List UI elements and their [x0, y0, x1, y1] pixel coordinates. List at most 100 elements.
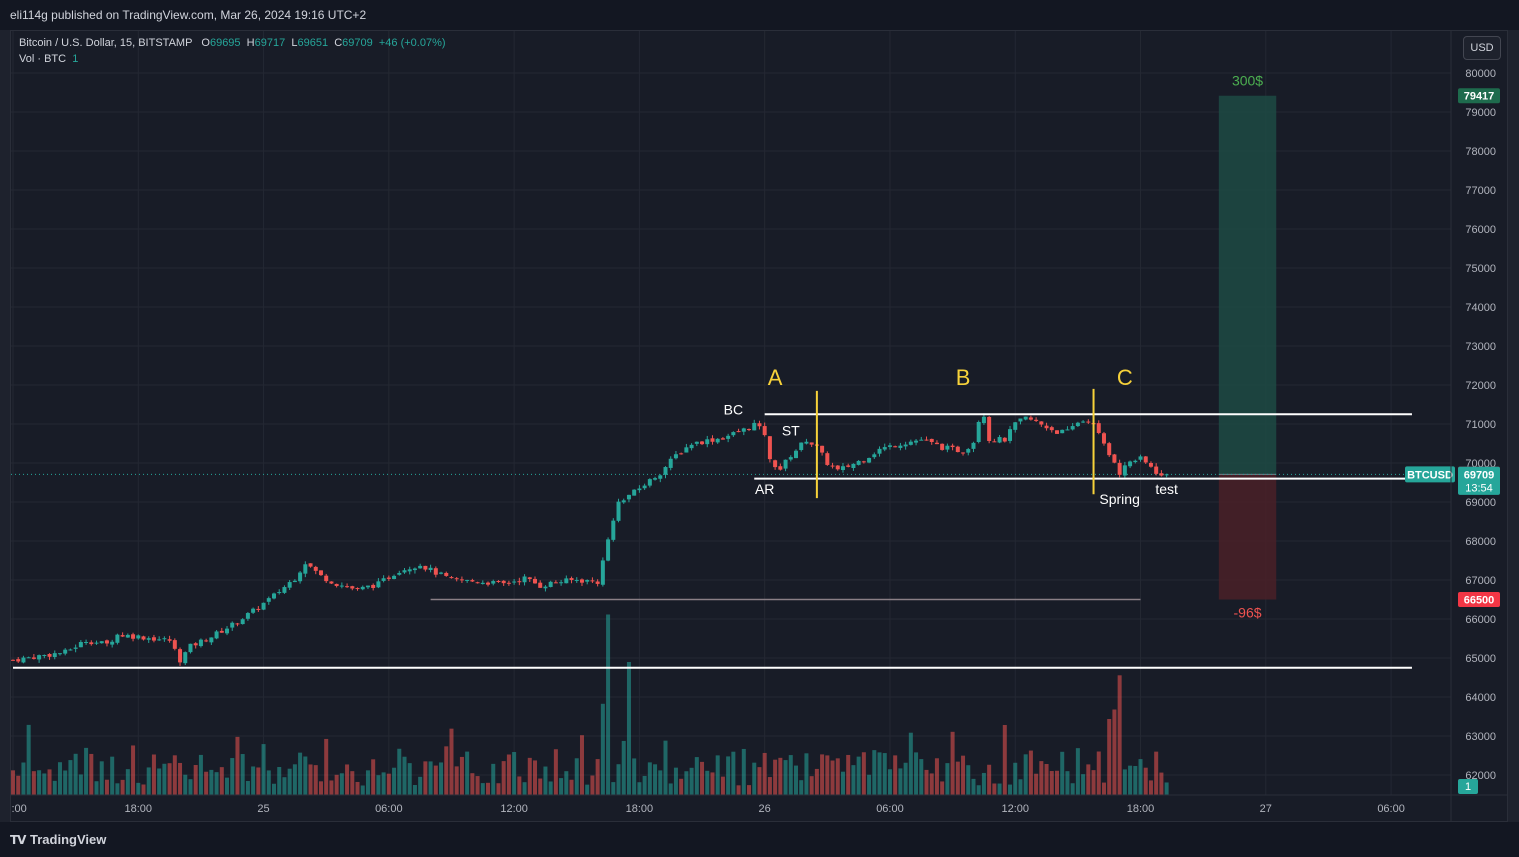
- candle-body[interactable]: [1101, 433, 1106, 444]
- candle-body[interactable]: [125, 634, 130, 638]
- candle-body[interactable]: [68, 649, 73, 651]
- candle-body[interactable]: [783, 459, 788, 469]
- candle-body[interactable]: [940, 443, 945, 450]
- candle-body[interactable]: [94, 642, 99, 644]
- candle-body[interactable]: [642, 485, 647, 489]
- candle-body[interactable]: [491, 581, 496, 584]
- candle-body[interactable]: [632, 489, 637, 496]
- candle-body[interactable]: [1117, 462, 1122, 475]
- position-profit-zone[interactable]: [1218, 95, 1277, 475]
- candle-body[interactable]: [230, 622, 235, 628]
- candle-body[interactable]: [538, 582, 543, 588]
- candle-body[interactable]: [428, 567, 433, 571]
- candle-body[interactable]: [679, 453, 684, 455]
- candle-body[interactable]: [569, 578, 574, 581]
- candle-body[interactable]: [136, 635, 141, 639]
- candle-body[interactable]: [992, 441, 997, 443]
- candle-body[interactable]: [778, 466, 783, 470]
- candle-body[interactable]: [1008, 429, 1013, 441]
- candle-body[interactable]: [386, 577, 391, 579]
- candle-body[interactable]: [590, 580, 595, 582]
- candle-body[interactable]: [1013, 422, 1018, 430]
- currency-button[interactable]: USD: [1463, 36, 1501, 60]
- phase-label[interactable]: B: [956, 365, 971, 390]
- candle-body[interactable]: [444, 572, 449, 576]
- candle-body[interactable]: [240, 619, 245, 625]
- candle-body[interactable]: [997, 437, 1002, 443]
- candle-body[interactable]: [981, 416, 986, 424]
- candle-body[interactable]: [606, 539, 611, 561]
- candle-body[interactable]: [543, 586, 548, 589]
- candle-body[interactable]: [360, 586, 365, 590]
- candle-body[interactable]: [167, 639, 172, 641]
- candle-body[interactable]: [73, 647, 78, 649]
- candle-body[interactable]: [214, 631, 219, 639]
- wyckoff-event-label[interactable]: ST: [782, 423, 800, 439]
- candle-body[interactable]: [146, 638, 151, 640]
- symbol-tag[interactable]: [1405, 466, 1455, 483]
- candle-body[interactable]: [840, 466, 845, 471]
- candle-body[interactable]: [418, 565, 423, 569]
- candle-body[interactable]: [955, 446, 960, 453]
- candle-body[interactable]: [1096, 423, 1101, 433]
- candle-body[interactable]: [324, 575, 329, 582]
- candle-body[interactable]: [376, 581, 381, 588]
- candle-body[interactable]: [851, 463, 856, 468]
- phase-label[interactable]: C: [1117, 365, 1133, 390]
- candle-body[interactable]: [987, 416, 992, 441]
- candle-body[interactable]: [522, 576, 527, 583]
- candle-body[interactable]: [1128, 461, 1133, 467]
- candle-body[interactable]: [1044, 425, 1049, 429]
- candle-body[interactable]: [794, 450, 798, 459]
- candle-body[interactable]: [767, 436, 772, 460]
- candle-body[interactable]: [292, 580, 297, 583]
- candle-body[interactable]: [1112, 454, 1117, 463]
- candle-body[interactable]: [1154, 466, 1159, 474]
- candle-body[interactable]: [188, 643, 193, 653]
- candle-body[interactable]: [788, 457, 793, 460]
- candle-body[interactable]: [830, 465, 835, 467]
- candle-body[interactable]: [16, 659, 21, 662]
- candle-body[interactable]: [898, 445, 903, 448]
- candle-body[interactable]: [449, 577, 454, 579]
- candle-body[interactable]: [887, 445, 892, 447]
- candle-body[interactable]: [637, 488, 642, 491]
- candle-body[interactable]: [919, 439, 924, 441]
- candle-body[interactable]: [1002, 437, 1007, 442]
- candle-body[interactable]: [1159, 473, 1164, 476]
- candle-body[interactable]: [459, 579, 464, 581]
- chart-panel[interactable]: 300$ -96$ A B C BC ST AR Spring test 62000 63000 640…: [10, 30, 1508, 822]
- candle-body[interactable]: [924, 439, 929, 441]
- candle-body[interactable]: [209, 637, 214, 643]
- candle-body[interactable]: [773, 460, 778, 468]
- candle-body[interactable]: [412, 568, 417, 571]
- candle-body[interactable]: [84, 642, 89, 644]
- candle-body[interactable]: [731, 432, 736, 436]
- candle-body[interactable]: [533, 578, 537, 584]
- candle-body[interactable]: [579, 579, 584, 583]
- candle-body[interactable]: [11, 659, 15, 661]
- candle-body[interactable]: [256, 608, 261, 610]
- candle-body[interactable]: [653, 478, 658, 480]
- candle-body[interactable]: [872, 454, 877, 458]
- candle-body[interactable]: [971, 442, 976, 449]
- wyckoff-event-label[interactable]: test: [1155, 481, 1178, 497]
- candle-body[interactable]: [26, 657, 31, 659]
- candle-body[interactable]: [861, 461, 866, 463]
- candle-body[interactable]: [329, 581, 334, 584]
- candle-body[interactable]: [673, 454, 678, 459]
- candle-body[interactable]: [298, 572, 303, 582]
- candle-body[interactable]: [1086, 421, 1091, 423]
- candle-body[interactable]: [141, 636, 146, 640]
- candle-body[interactable]: [1034, 419, 1039, 421]
- candle-body[interactable]: [470, 580, 475, 582]
- candle-body[interactable]: [318, 570, 323, 576]
- candle-body[interactable]: [47, 654, 52, 657]
- candle-body[interactable]: [626, 494, 631, 500]
- candle-body[interactable]: [820, 445, 825, 453]
- candle-body[interactable]: [183, 652, 188, 664]
- candle-body[interactable]: [741, 428, 746, 432]
- candle-body[interactable]: [261, 602, 266, 610]
- candle-body[interactable]: [345, 586, 350, 588]
- candle-body[interactable]: [1138, 456, 1143, 460]
